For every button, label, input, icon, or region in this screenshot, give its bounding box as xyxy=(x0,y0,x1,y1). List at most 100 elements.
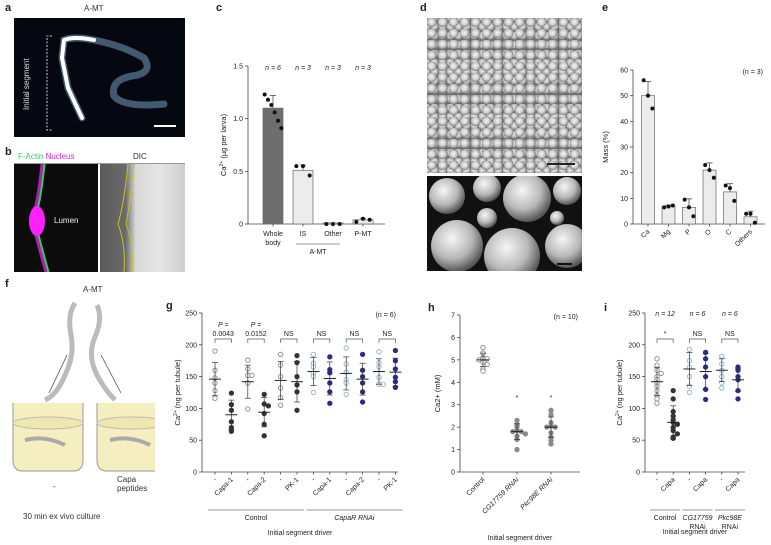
y-axis-label: Ca2+ (mM) xyxy=(433,374,442,412)
y-tick-label: 0 xyxy=(624,222,628,229)
x-tick-label: - xyxy=(654,476,661,483)
schematic-title: A-MT xyxy=(83,285,103,294)
dic-label: DIC xyxy=(133,152,147,161)
data-point xyxy=(327,400,333,406)
data-point xyxy=(658,370,664,377)
data-point xyxy=(212,395,218,401)
x-tick-label: Capa-1 xyxy=(214,476,235,497)
data-point xyxy=(514,446,520,453)
data-point xyxy=(670,396,676,402)
panel-f-letter: f xyxy=(5,278,9,290)
x-tick-label: P-MT xyxy=(354,231,372,238)
n-label: n = 3 xyxy=(355,65,371,72)
data-point xyxy=(744,211,749,216)
y-label-rest: (ng per tubule) xyxy=(615,359,624,410)
y-tick-label: 20 xyxy=(620,170,628,177)
data-point xyxy=(707,168,712,173)
x-tick-label: PK-1 xyxy=(383,476,399,492)
group-label: CG17759 xyxy=(683,515,713,522)
comparison-bracket xyxy=(689,338,706,343)
x-tick-label: Capa-2 xyxy=(246,476,267,497)
data-point xyxy=(670,203,675,208)
data-point xyxy=(548,412,554,418)
data-point xyxy=(480,368,486,374)
data-point xyxy=(294,164,299,169)
data-point xyxy=(337,222,342,226)
y-tick-label: 10 xyxy=(620,196,628,203)
panel-d-letter: d xyxy=(420,2,427,14)
data-point xyxy=(359,351,366,357)
y-tick-label: 100 xyxy=(185,406,197,413)
y-tick-label: 250 xyxy=(628,311,640,318)
y-tick-label: 7 xyxy=(451,313,455,320)
data-point xyxy=(392,347,399,354)
n-label: n = 6 xyxy=(690,311,706,318)
culture-label: 30 min ex vivo culture xyxy=(23,512,101,521)
y-tick-label: 200 xyxy=(185,342,197,349)
x-tick-label: Capa xyxy=(660,476,677,493)
data-point xyxy=(686,389,693,396)
data-point xyxy=(212,348,218,354)
y-label-rest: (µg per larva) xyxy=(219,113,228,160)
comparison-bracket xyxy=(378,338,396,343)
x-tick-label: C xyxy=(725,228,734,237)
x-tick-label: - xyxy=(376,476,383,483)
data-point xyxy=(666,204,671,209)
y-tick-label: 2 xyxy=(451,425,455,432)
data-point xyxy=(261,391,267,398)
y-tick-label: 3 xyxy=(451,402,455,409)
data-point xyxy=(752,220,757,225)
data-point xyxy=(654,356,660,362)
comparison-label: NS xyxy=(350,331,360,338)
data-point xyxy=(245,357,251,363)
tubule-micrograph: Initial segment xyxy=(14,18,185,137)
x-tick-label: - xyxy=(212,476,219,483)
data-point xyxy=(723,183,728,188)
data-point xyxy=(294,352,300,359)
y-tick-label: 1.0 xyxy=(233,116,243,123)
data-point xyxy=(266,97,270,102)
y-tick-label: 0 xyxy=(636,470,640,477)
control-condition-label: - xyxy=(53,482,56,491)
x-tick-label: Capa-1 xyxy=(312,476,333,497)
comparison-bracket xyxy=(721,338,739,343)
group-label-line2: RNAi xyxy=(689,524,706,531)
data-point xyxy=(245,406,251,412)
data-point xyxy=(662,205,667,210)
y-tick-label: 4 xyxy=(451,380,455,387)
data-point xyxy=(670,387,676,394)
group-label: Control xyxy=(245,515,268,522)
y-tick-label: 1.5 xyxy=(233,64,243,71)
data-point xyxy=(343,345,349,351)
x-tick-label: - xyxy=(343,476,350,483)
x-tick-label: Whole xyxy=(263,231,283,238)
y-tick-label: 0 xyxy=(451,470,455,477)
chart-e: 0 10 20 30 40 50 60 Mass (%) Ca Mg P O C Others (n = 3… xyxy=(601,68,765,248)
data-point xyxy=(361,216,365,221)
data-point xyxy=(674,431,681,437)
x-axis-label: Initial segment driver xyxy=(663,529,728,536)
panel-a-letter: a xyxy=(5,2,12,14)
data-point xyxy=(331,222,335,226)
x-tick-label: Control xyxy=(465,476,486,497)
data-point xyxy=(646,93,650,98)
group-label: Pkc98E xyxy=(718,515,742,522)
y-tick-label: 40 xyxy=(620,119,628,126)
x-tick-label: body xyxy=(265,240,281,247)
x-axis-label: Initial segment driver xyxy=(488,535,553,542)
dic-image xyxy=(100,164,185,272)
y-label-main: Ca xyxy=(173,415,182,425)
data-point xyxy=(484,361,490,367)
x-tick-label: IS xyxy=(300,231,307,238)
sem-image-low-mag xyxy=(427,18,582,173)
data-point xyxy=(748,211,753,216)
significance-star: * xyxy=(516,395,519,402)
panel-b-letter: b xyxy=(5,146,12,158)
data-point xyxy=(249,372,255,378)
comparison-bracket xyxy=(345,338,363,343)
x-tick-label: Capa xyxy=(692,476,709,493)
x-tick-label: - xyxy=(686,476,693,483)
n-label: n = 3 xyxy=(295,65,311,72)
x-tick-label: PK-1 xyxy=(284,476,300,492)
